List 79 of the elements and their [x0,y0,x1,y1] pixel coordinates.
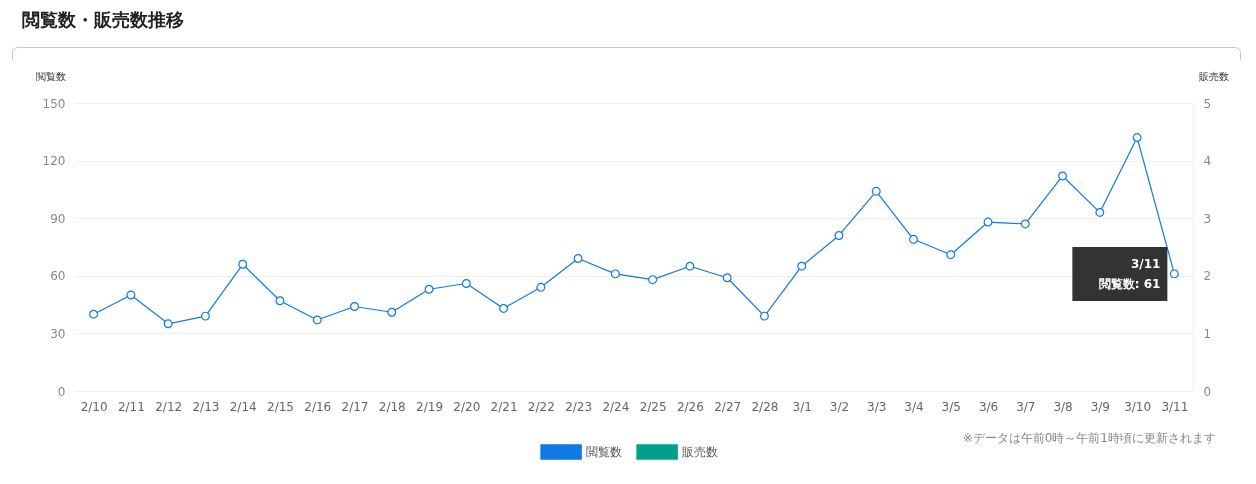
point [834,231,844,240]
x-tick-label: 2/17 [341,399,369,414]
text: ※データは午前0時～午前1時頃に更新されます [962,430,1216,447]
point [759,311,769,321]
point [573,254,583,263]
point [909,234,918,244]
point [871,186,881,196]
x-tick-label: 3/10 [1124,399,1152,414]
y-tick-label: 150 [42,96,66,111]
point [200,311,210,321]
y-tick-label: 120 [42,154,66,169]
x-tick-label: 2/20 [453,399,481,414]
point [648,275,658,285]
x-tick-label: 2/24 [602,399,630,414]
x-tick-label: 3/5 [941,399,961,414]
point [1169,269,1179,279]
x-tick-label: 2/23 [565,399,593,414]
y-tick-label: 60 [50,269,66,284]
point [163,319,173,329]
x-tick-label: 3/9 [1090,399,1110,414]
y-axis-title: 閲覧数 [35,70,66,82]
y2-tick-label: 2 [1203,269,1212,284]
y-tick-label: 0 [57,384,66,399]
legend-label: 販売数 [682,445,719,459]
x-tick-label: 2/13 [192,399,220,414]
x-tick-label: 3/7 [1016,399,1036,414]
x-tick-label: 2/25 [639,399,667,414]
point [312,315,322,325]
point [126,290,136,300]
point [275,296,285,306]
x-tick-label: 3/3 [867,399,887,414]
y2-tick-label: 4 [1203,154,1212,169]
x-tick-label: 3/6 [978,399,999,414]
y2-tick-label: 3 [1203,211,1212,226]
x-tick-label: 3/2 [829,399,850,414]
point [89,309,99,319]
x-tick-label: 3/1 [792,399,812,414]
y2-axis-title: 販売数 [1198,70,1229,82]
point [1058,171,1068,181]
y2-tick-label: 5 [1203,96,1212,111]
point [610,269,620,279]
x-tick-label: 2/21 [490,399,518,414]
point [1095,207,1105,217]
point [983,217,993,227]
x-tick-label: 3/8 [1053,399,1073,414]
x-tick-label: 2/26 [676,399,704,414]
point [797,261,807,271]
y-tick-label: 30 [50,326,66,341]
point [499,303,509,313]
point [238,259,248,269]
x-tick-label: 2/18 [378,399,406,414]
x-tick-label: 2/19 [416,399,444,414]
y-tick-label: 90 [50,211,66,226]
x-tick-label: 2/28 [751,399,779,414]
point [536,282,546,292]
point [350,302,359,311]
x-tick-label: 3/11 [1161,399,1189,414]
x-tick-label: 3/4 [904,399,924,414]
point [424,284,434,294]
x-tick-label: 2/15 [266,399,294,414]
point [387,307,397,317]
x-tick-label: 2/11 [117,399,145,414]
x-tick-label: 2/12 [155,399,183,414]
x-tick-label: 2/22 [527,399,555,414]
point [685,261,695,271]
point [946,250,956,260]
y2-tick-label: 1 [1203,326,1212,341]
x-tick-label: 2/16 [304,399,332,414]
point [722,273,732,283]
chart-title: 閲覧数・販売数推移 [22,8,184,32]
point [1020,219,1030,229]
x-tick-label: 2/10 [80,399,108,414]
y2-tick-label: 0 [1203,384,1212,399]
legend-label: 閲覧数 [586,445,623,459]
x-tick-label: 2/14 [229,399,257,414]
x-tick-label: 2/27 [714,399,742,414]
annotation: 3/11 閲覧数: 61 [1098,256,1161,291]
point [1132,133,1142,143]
point [461,279,471,288]
